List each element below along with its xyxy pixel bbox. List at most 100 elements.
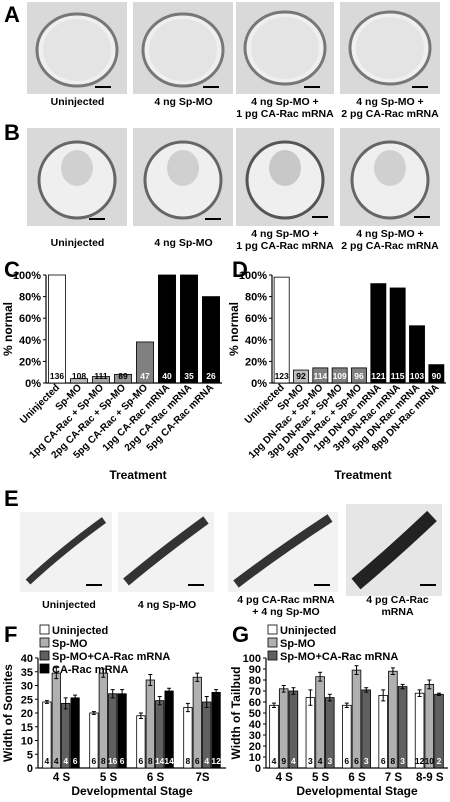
bar (98, 672, 108, 769)
y-tick-label: 60% (19, 313, 41, 325)
bar-n-label: 4 (204, 756, 209, 766)
bar-n-label: 47 (140, 371, 150, 381)
bar-n-label: 4 (45, 756, 50, 766)
y-tick-label: 5 (27, 749, 33, 761)
bar-n-label: 4 (291, 756, 296, 766)
bar-n-label: 90 (432, 371, 442, 381)
y-tick-label: 0% (25, 378, 41, 390)
y-tick-label: 25 (21, 694, 33, 706)
bar (331, 367, 348, 384)
x-axis-title: Treatment (334, 468, 391, 482)
caption-b3: 4 ng Sp-MO + 1 pg CA-Rac mRNA (236, 228, 334, 252)
legend-label: Sp-MO (52, 638, 88, 650)
y-tick-label: 10 (21, 736, 33, 748)
y-tick-label: 30 (21, 681, 33, 693)
y-tick-label: 100 (243, 653, 261, 665)
y-tick-label: 60 (249, 697, 261, 709)
y-tick-label: 20 (21, 708, 33, 720)
bar-n-label: 109 (333, 371, 347, 381)
panel-letter-e: E (4, 486, 19, 511)
bar-n-label: 4 (63, 756, 68, 766)
micrograph-a3 (236, 2, 334, 94)
bar-n-label: 6 (195, 756, 200, 766)
bar-n-label: 96 (354, 371, 364, 381)
y-tick-label: 70 (249, 686, 261, 698)
y-tick-label: 20% (19, 356, 41, 368)
bar (273, 276, 290, 384)
bar (145, 679, 155, 769)
micrograph-b2 (133, 128, 233, 226)
x-tick-label: 7 S (385, 772, 403, 784)
bar-n-label: 35 (184, 371, 194, 381)
bar-n-label: 12 (211, 756, 221, 766)
panel-letter-c: C (4, 257, 20, 282)
bar-n-label: 3 (364, 756, 369, 766)
x-axis-title: Developmental Stage (71, 784, 193, 798)
bar-n-label: 6 (73, 756, 78, 766)
legend-swatch (267, 650, 278, 661)
panel-letter-g: G (232, 622, 250, 647)
bar (409, 325, 425, 384)
y-tick-label: 0 (255, 763, 261, 775)
bar-n-label: 6 (344, 756, 349, 766)
y-axis-title: Width of Tailbud (229, 667, 243, 760)
y-tick-label: 100% (13, 270, 41, 282)
legend-label: Sp-MO (280, 638, 316, 650)
micrograph-a2 (133, 2, 233, 94)
bar-n-label: 115 (391, 371, 405, 381)
y-axis-title: % normal (1, 302, 15, 356)
x-axis-title: Developmental Stage (296, 784, 418, 798)
y-tick-label: 40 (249, 719, 261, 731)
y-axis-title: Width of Somites (1, 664, 15, 762)
bar-n-label: 40 (162, 371, 172, 381)
caption-b1: Uninjected (50, 237, 105, 249)
bar (70, 378, 88, 384)
bar (192, 676, 202, 769)
micrograph-a1 (27, 2, 127, 94)
bar-n-label: 3 (308, 756, 313, 766)
y-tick-label: 60% (245, 313, 267, 325)
y-tick-label: 40% (245, 335, 267, 347)
bar-n-label: 12 (415, 756, 425, 766)
micrograph-e4 (346, 504, 442, 596)
x-tick-label: 6 S (147, 772, 165, 784)
y-tick-label: 80% (19, 292, 41, 304)
caption-a4: 4 ng Sp-MO + 2 pg CA-Rac mRNA (341, 96, 439, 120)
x-tick-label: 7S (195, 772, 209, 784)
bar-n-label: 89 (118, 371, 128, 381)
caption-e2: 4 ng Sp-MO (137, 599, 197, 611)
bar-n-label: 4 (54, 756, 59, 766)
legend-swatch (267, 637, 278, 648)
micrograph-e3 (228, 512, 338, 592)
x-tick-label: 8-9 S (416, 772, 444, 784)
bar (388, 670, 398, 769)
legend-swatch (39, 663, 50, 674)
chart-c: 0%20%40%60%80%100%% normal136Uninjected1… (1, 270, 222, 482)
micrograph-b3 (236, 128, 334, 226)
legend-swatch (39, 624, 50, 635)
y-tick-label: 40 (21, 653, 33, 665)
y-tick-label: 80% (245, 292, 267, 304)
bar (351, 367, 367, 384)
y-tick-label: 30 (249, 730, 261, 742)
legend-swatch (39, 650, 50, 661)
micrograph-b1 (27, 128, 127, 226)
bar (48, 274, 66, 384)
legend-swatch (39, 637, 50, 648)
bar-n-label: 2 (437, 756, 442, 766)
micrograph-b4 (340, 128, 440, 226)
bar (92, 376, 110, 384)
caption-a3: 4 ng Sp-MO + 1 pg CA-Rac mRNA (236, 96, 334, 120)
bar-n-label: 3 (400, 756, 405, 766)
caption-e1: Uninjected (42, 599, 96, 611)
y-tick-label: 20 (249, 741, 261, 753)
y-tick-label: 35 (21, 667, 33, 679)
bar-n-label: 4 (318, 756, 323, 766)
bar-n-label: 26 (206, 371, 216, 381)
bar (202, 296, 220, 384)
bar-n-label: 111 (94, 371, 108, 381)
legend-label: CA-Rac mRNA (52, 664, 128, 676)
caption-e3: 4 pg CA-Rac mRNA + 4 ng Sp-MO (237, 594, 335, 618)
